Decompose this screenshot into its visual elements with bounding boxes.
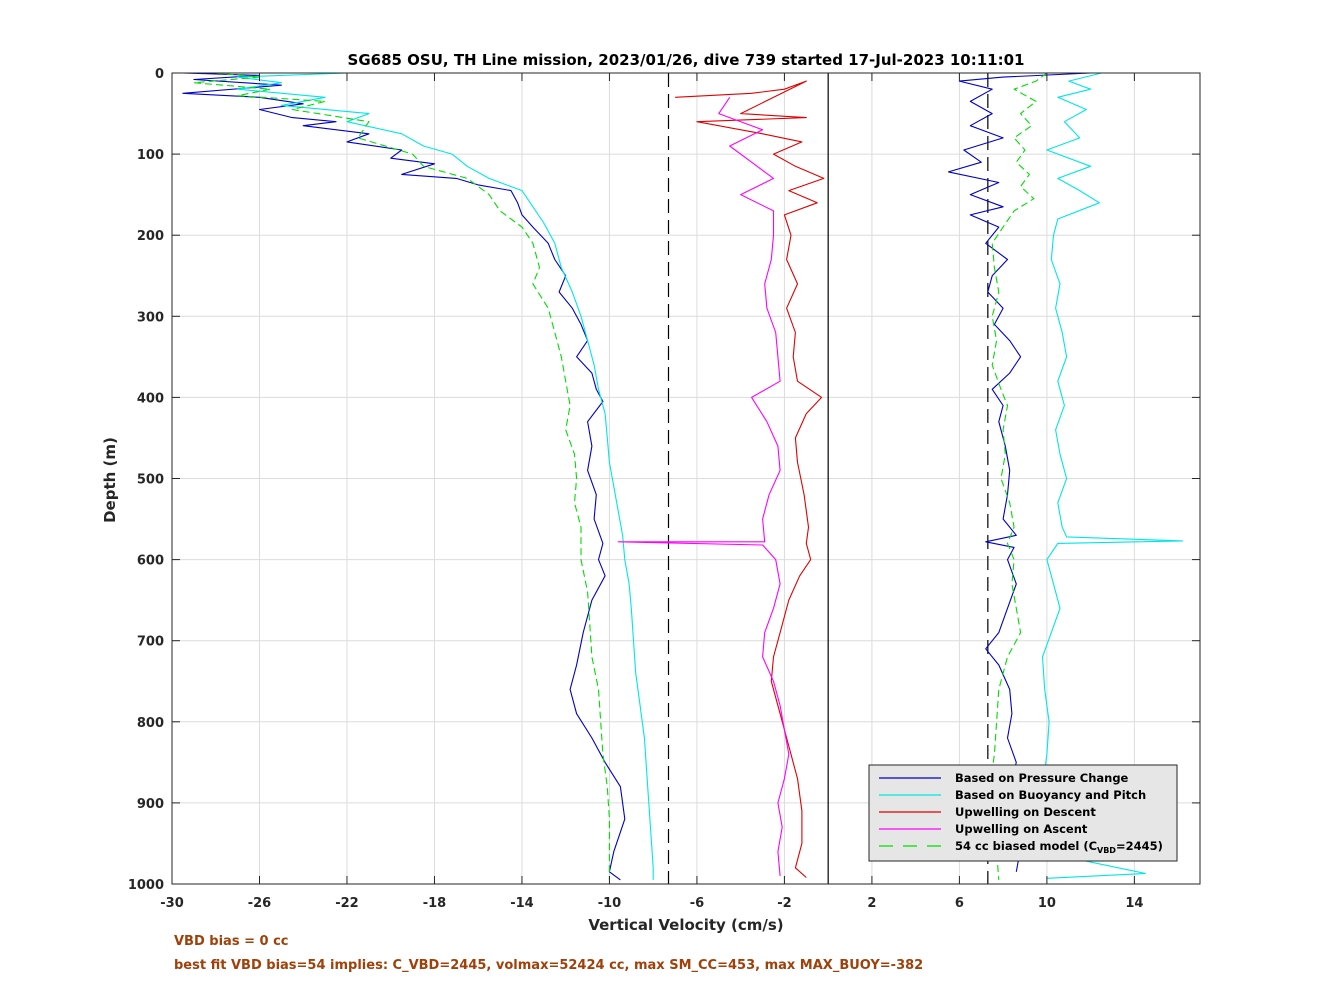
series-line <box>947 72 1091 872</box>
y-tick-label: 1000 <box>128 878 164 893</box>
data-series <box>182 72 1184 881</box>
vbd-bias-note: VBD bias = 0 cc <box>174 934 289 949</box>
x-tick-label: 6 <box>955 896 964 911</box>
legend-label: Based on Pressure Change <box>955 771 1129 785</box>
legend-box <box>868 764 1178 862</box>
chart-title: SG685 OSU, TH Line mission, 2023/01/26, … <box>348 51 1025 69</box>
legend-label: Upwelling on Descent <box>955 805 1096 819</box>
x-tick-label: -26 <box>248 896 272 911</box>
y-tick-label: 500 <box>137 473 164 488</box>
series-line <box>989 72 1048 880</box>
y-axis-label: Depth (m) <box>101 437 119 523</box>
series-line <box>182 72 626 881</box>
x-tick-label: 10 <box>1038 896 1056 911</box>
y-tick-label: 900 <box>137 797 164 812</box>
x-tick-label: -14 <box>510 896 534 911</box>
series-line <box>193 72 610 880</box>
series-line <box>675 80 825 878</box>
x-tick-label: 2 <box>867 896 876 911</box>
y-tick-label: 400 <box>137 391 164 406</box>
y-tick-label: 700 <box>137 635 164 650</box>
y-tick-label: 600 <box>137 554 164 569</box>
legend-label: Based on Buoyancy and Pitch <box>955 788 1146 802</box>
x-tick-label: -2 <box>777 896 791 911</box>
series-line <box>237 72 654 880</box>
series-line <box>617 96 790 876</box>
legend-label: 54 cc biased model (CVBD=2445) <box>955 839 1163 855</box>
legend-label: Upwelling on Ascent <box>955 822 1088 836</box>
y-tick-label: 100 <box>137 148 164 163</box>
axis-ticks: -30 -26 -22 -18 -14 -10 -6 -2 2 6 10 14010020030040… <box>128 67 1200 911</box>
x-tick-label: -10 <box>598 896 622 911</box>
reference-lines <box>667 73 989 884</box>
series-line <box>1039 72 1184 879</box>
y-tick-label: 200 <box>137 229 164 244</box>
legend: Based on Pressure Change Based on Buoyanc… <box>868 764 1178 862</box>
x-tick-label: -6 <box>690 896 704 911</box>
best-fit-note: best fit VBD bias=54 implies: C_VBD=2445… <box>174 958 924 973</box>
x-axis-label: Vertical Velocity (cm/s) <box>588 916 783 934</box>
x-tick-label: -30 <box>160 896 184 911</box>
y-tick-label: 300 <box>137 310 164 325</box>
x-tick-label: -22 <box>335 896 359 911</box>
y-tick-label: 0 <box>155 67 164 82</box>
x-tick-label: -18 <box>423 896 447 911</box>
y-tick-label: 800 <box>137 716 164 731</box>
x-tick-label: 14 <box>1125 896 1143 911</box>
